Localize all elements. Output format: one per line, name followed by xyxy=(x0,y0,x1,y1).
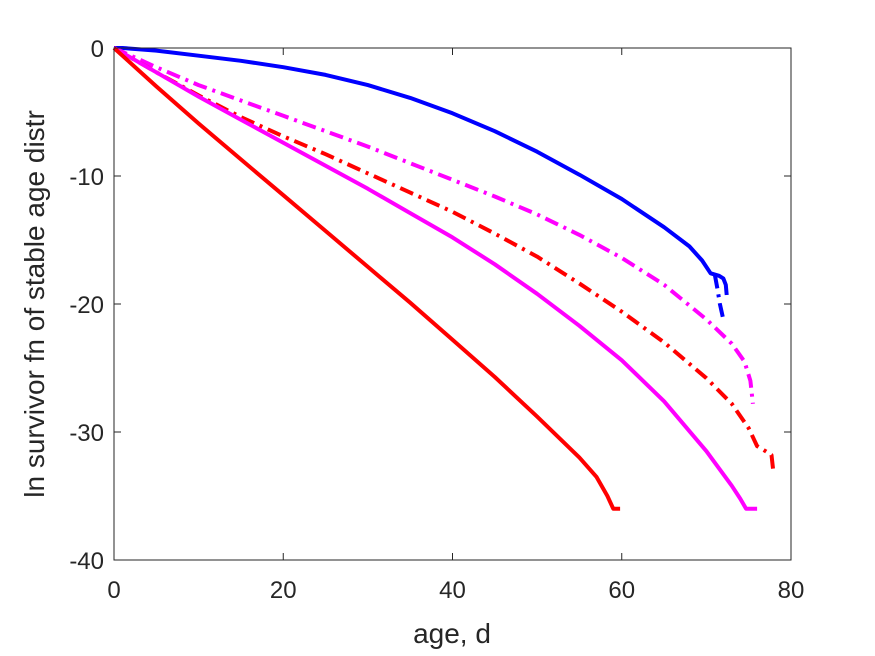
tick-layer xyxy=(113,47,792,561)
x-tick-label: 0 xyxy=(107,577,120,604)
series-line-2 xyxy=(113,46,755,405)
series-line-3 xyxy=(113,46,776,471)
x-tick-label: 20 xyxy=(270,577,297,604)
y-tick-label: 0 xyxy=(91,36,104,63)
x-tick-label: 80 xyxy=(778,577,805,604)
y-axis-title: ln survivor fn of stable age distr xyxy=(19,110,50,498)
x-axis-title: age, d xyxy=(413,618,491,649)
ticklabel-layer: 0 20 40 60 80 0 -10 -20 -30 -40 xyxy=(69,36,804,604)
series-line-0 xyxy=(114,46,729,296)
series-line-5 xyxy=(112,46,621,511)
series-line-1 xyxy=(712,274,726,320)
x-tick-label: 60 xyxy=(608,577,635,604)
plot-area: 0 20 40 60 80 0 -10 -20 -30 -40 xyxy=(69,36,804,604)
y-tick-label: -10 xyxy=(69,164,104,191)
x-tick-label: 40 xyxy=(439,577,466,604)
y-tick-label: -30 xyxy=(69,420,104,447)
y-tick-label: -40 xyxy=(69,548,104,575)
series-layer xyxy=(112,46,776,511)
series-line-4 xyxy=(113,46,758,511)
y-tick-label: -20 xyxy=(69,292,104,319)
